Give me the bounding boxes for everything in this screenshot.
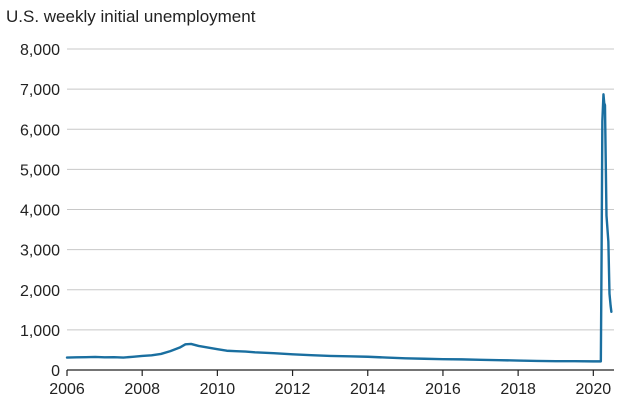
y-tick-label: 2,000: [20, 283, 60, 300]
x-tick-label: 2016: [425, 381, 461, 398]
y-tick-label: 8,000: [20, 42, 60, 59]
x-tick-label: 2010: [200, 381, 236, 398]
series-line: [65, 93, 613, 363]
x-tick-label: 2014: [350, 381, 386, 398]
x-tick-label: 2008: [124, 381, 160, 398]
x-axis-ticks: 2006 2008 2010 2012 2014 2016 2018 2020: [49, 370, 611, 398]
x-tick-label: 2018: [500, 381, 536, 398]
gridlines: [67, 48, 614, 331]
y-tick-label: 7,000: [20, 82, 60, 99]
y-tick-label: 4,000: [20, 203, 60, 220]
y-tick-label: 3,000: [20, 243, 60, 260]
y-tick-label: 6,000: [20, 122, 60, 139]
chart-title: U.S. weekly initial unemployment: [6, 7, 256, 26]
y-tick-label: 1,000: [20, 323, 60, 340]
series-lines: [65, 93, 613, 363]
y-tick-label: 5,000: [20, 162, 60, 179]
x-tick-label: 2020: [576, 381, 612, 398]
y-tick-label: 0: [51, 363, 60, 380]
x-tick-label: 2012: [275, 381, 311, 398]
x-tick-label: 2006: [49, 381, 85, 398]
y-axis-ticks: 0 1,000 2,000 3,000 4,000 5,000 6,000 7,000 8,00…: [20, 42, 60, 380]
